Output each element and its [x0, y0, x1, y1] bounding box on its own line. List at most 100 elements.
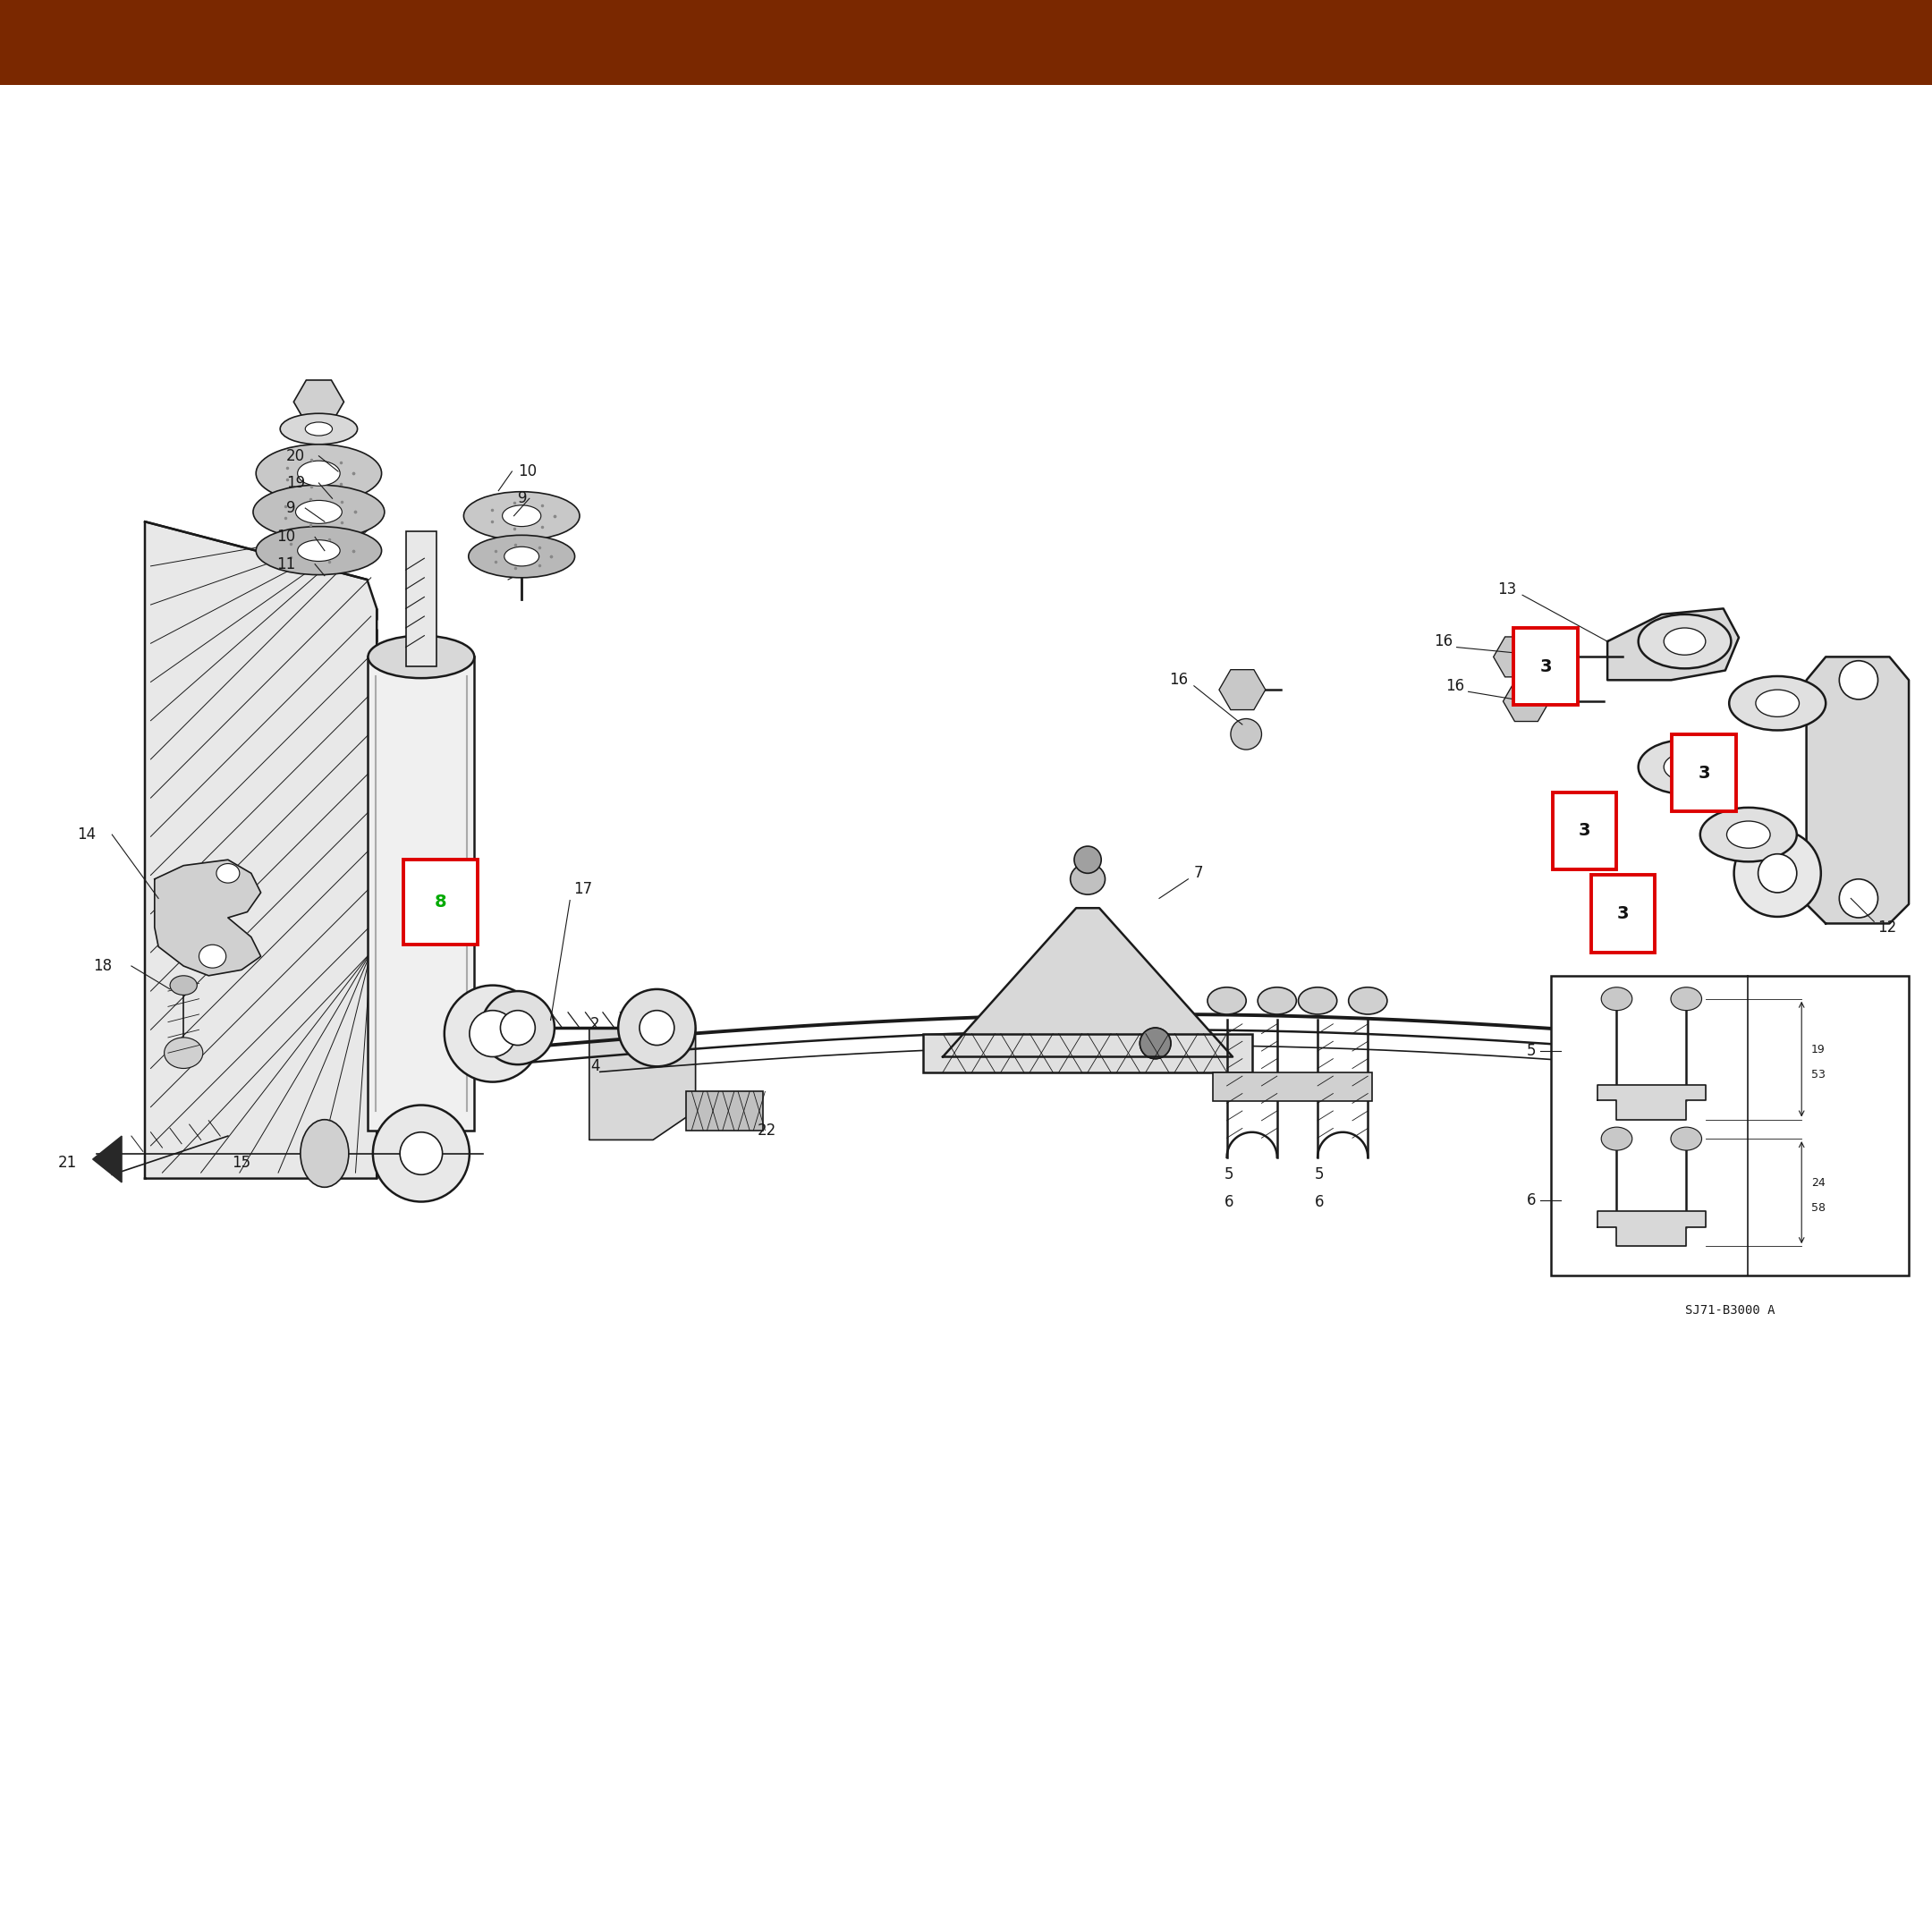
Text: 17: 17: [574, 881, 593, 896]
Ellipse shape: [298, 539, 340, 562]
Ellipse shape: [1638, 740, 1731, 794]
Ellipse shape: [216, 864, 240, 883]
Ellipse shape: [481, 991, 554, 1065]
Bar: [1551, 976, 1909, 1275]
Bar: [0, 0, 1932, 85]
Bar: [1553, 792, 1615, 869]
Ellipse shape: [1839, 661, 1878, 699]
Text: 5: 5: [1225, 1167, 1233, 1182]
Ellipse shape: [1298, 987, 1337, 1014]
Ellipse shape: [199, 945, 226, 968]
Ellipse shape: [1349, 987, 1387, 1014]
Text: 16: 16: [1169, 672, 1188, 688]
Text: 21: 21: [58, 1155, 77, 1171]
Ellipse shape: [639, 1010, 674, 1045]
Circle shape: [1140, 1028, 1171, 1059]
Ellipse shape: [444, 985, 541, 1082]
Ellipse shape: [164, 1037, 203, 1068]
Ellipse shape: [1663, 753, 1706, 781]
Ellipse shape: [298, 462, 340, 485]
Ellipse shape: [301, 1121, 348, 1186]
Text: 6: 6: [1316, 1194, 1323, 1209]
Ellipse shape: [1663, 628, 1706, 655]
Text: 18: 18: [93, 958, 112, 974]
Text: 20: 20: [286, 448, 305, 464]
Ellipse shape: [1231, 719, 1262, 750]
Bar: [923, 1034, 1252, 1072]
Text: 6: 6: [1225, 1194, 1233, 1209]
Ellipse shape: [1671, 1126, 1702, 1150]
Text: 3: 3: [1540, 659, 1551, 674]
Ellipse shape: [469, 1010, 516, 1057]
Polygon shape: [943, 908, 1233, 1057]
Ellipse shape: [1735, 831, 1820, 916]
Polygon shape: [1598, 1211, 1706, 1246]
Ellipse shape: [1727, 821, 1770, 848]
Ellipse shape: [1758, 854, 1797, 893]
Text: 5: 5: [1316, 1167, 1323, 1182]
Ellipse shape: [500, 1010, 535, 1045]
Text: 7: 7: [1194, 866, 1204, 881]
Ellipse shape: [1638, 614, 1731, 668]
Polygon shape: [155, 860, 261, 976]
Polygon shape: [93, 1136, 122, 1182]
Text: 19: 19: [286, 475, 305, 491]
Text: 3: 3: [1617, 906, 1629, 922]
Bar: [1213, 1072, 1372, 1101]
Ellipse shape: [280, 413, 357, 444]
Ellipse shape: [170, 976, 197, 995]
Ellipse shape: [1602, 1126, 1633, 1150]
Text: 10: 10: [276, 529, 296, 545]
Text: 16: 16: [1434, 634, 1453, 649]
Ellipse shape: [1208, 987, 1246, 1014]
Text: 4: 4: [591, 1059, 599, 1074]
Ellipse shape: [502, 504, 541, 527]
Text: 6: 6: [1526, 1192, 1536, 1208]
Ellipse shape: [305, 423, 332, 435]
Polygon shape: [145, 522, 377, 1179]
Text: 13: 13: [1497, 582, 1517, 597]
Ellipse shape: [1839, 879, 1878, 918]
Text: 16: 16: [1445, 678, 1464, 694]
Text: 58: 58: [1812, 1202, 1826, 1213]
Text: 22: 22: [757, 1122, 777, 1138]
Ellipse shape: [1258, 987, 1296, 1014]
Text: 14: 14: [77, 827, 97, 842]
Ellipse shape: [367, 636, 475, 678]
Text: 11: 11: [276, 556, 296, 572]
Ellipse shape: [1729, 676, 1826, 730]
Polygon shape: [589, 1028, 696, 1140]
Ellipse shape: [1671, 987, 1702, 1010]
Ellipse shape: [464, 491, 580, 539]
Ellipse shape: [504, 547, 539, 566]
Text: SJ71-B3000 A: SJ71-B3000 A: [1685, 1304, 1776, 1316]
Ellipse shape: [296, 500, 342, 524]
Ellipse shape: [257, 527, 383, 576]
Bar: [1673, 734, 1737, 811]
Polygon shape: [1607, 609, 1739, 680]
Ellipse shape: [400, 1132, 442, 1175]
Text: 12: 12: [1878, 920, 1897, 935]
Bar: [367, 657, 475, 1130]
Bar: [1592, 875, 1654, 952]
Ellipse shape: [1700, 808, 1797, 862]
Text: 15: 15: [232, 1155, 251, 1171]
Ellipse shape: [1602, 987, 1633, 1010]
Ellipse shape: [469, 535, 576, 578]
Ellipse shape: [1074, 846, 1101, 873]
Ellipse shape: [257, 444, 383, 502]
Bar: [1515, 628, 1578, 705]
Bar: [406, 531, 437, 667]
Text: 8: 8: [435, 895, 446, 910]
Text: 19: 19: [1812, 1043, 1826, 1055]
Text: 9: 9: [286, 500, 296, 516]
Text: 5: 5: [1526, 1043, 1536, 1059]
Polygon shape: [1806, 657, 1909, 923]
Polygon shape: [1598, 1084, 1706, 1119]
Text: 2: 2: [591, 1016, 599, 1032]
Text: 53: 53: [1812, 1068, 1826, 1080]
Ellipse shape: [253, 485, 384, 539]
Ellipse shape: [373, 1105, 469, 1202]
Bar: [686, 1092, 763, 1130]
Text: 3: 3: [1698, 765, 1710, 781]
